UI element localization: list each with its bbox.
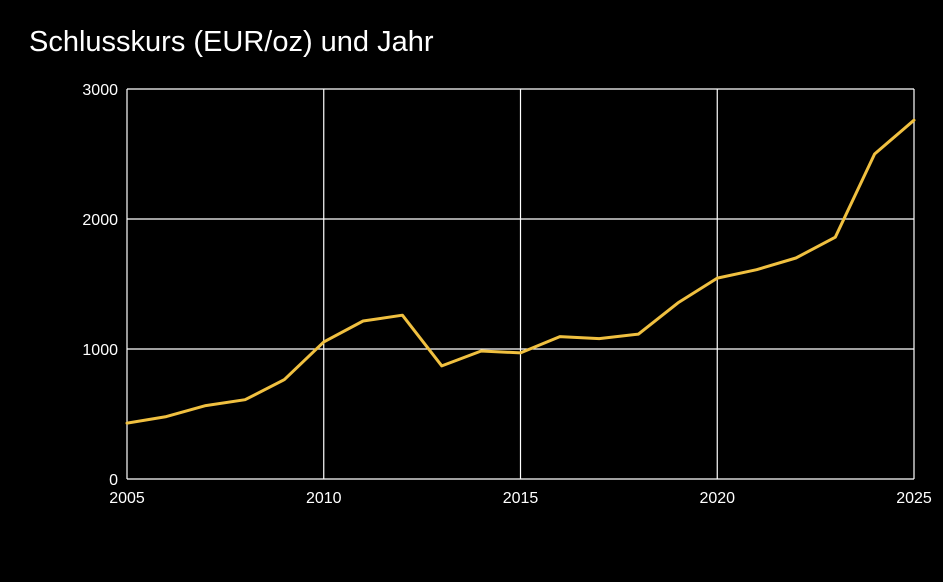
x-tick-label: 2005 bbox=[109, 490, 145, 507]
y-tick-label: 2000 bbox=[82, 212, 118, 229]
series-line bbox=[125, 118, 916, 425]
chart-title: Schlusskurs (EUR/oz) und Jahr bbox=[29, 26, 434, 58]
y-tick-label: 3000 bbox=[82, 82, 118, 99]
x-tick-label: 2020 bbox=[699, 490, 735, 507]
x-tick-label: 2025 bbox=[896, 490, 932, 507]
y-tick-label: 1000 bbox=[82, 342, 118, 359]
x-tick-label: 2015 bbox=[503, 490, 539, 507]
x-tick-label: 2010 bbox=[306, 490, 342, 507]
y-tick-label: 0 bbox=[109, 472, 118, 489]
